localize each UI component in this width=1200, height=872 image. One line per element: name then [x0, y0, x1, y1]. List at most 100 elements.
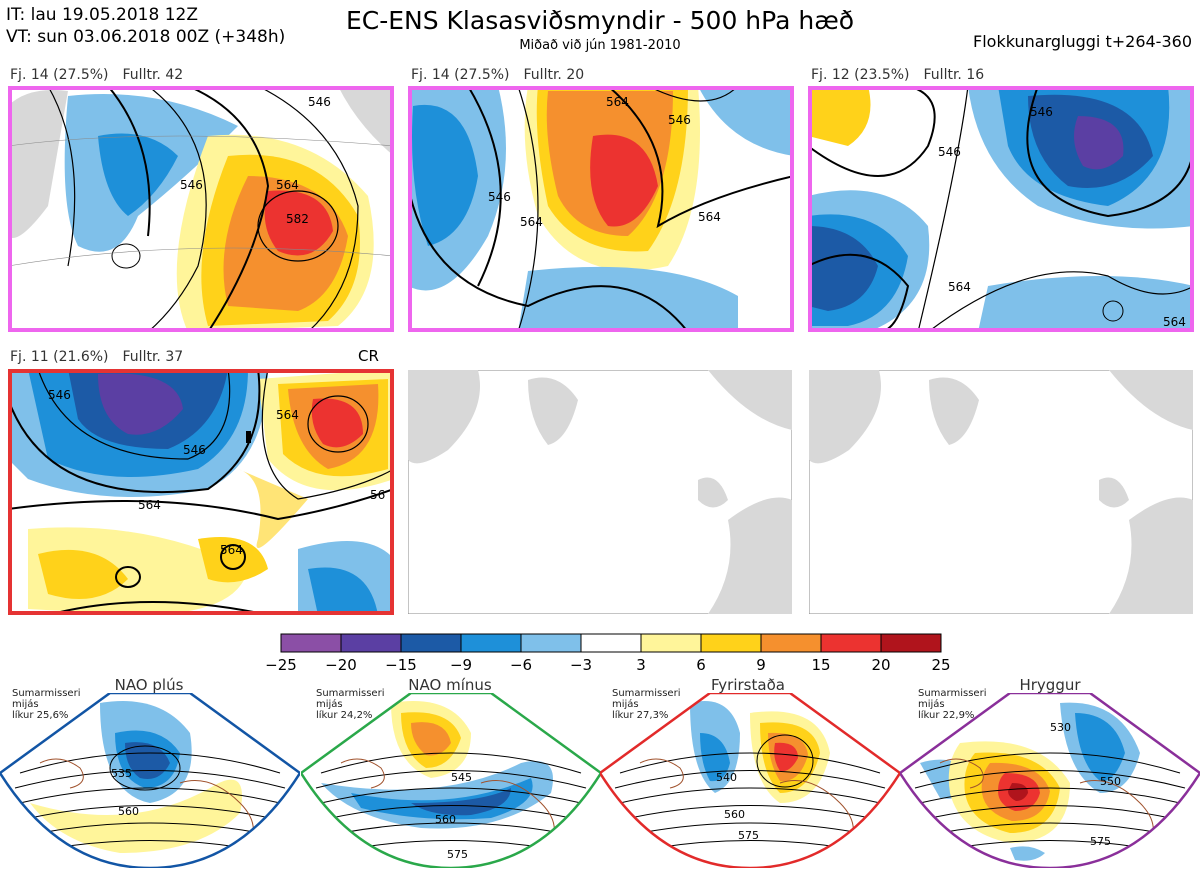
panel-2-fj: Fj. 14 (27.5%) — [411, 67, 510, 83]
empty-map-6 — [809, 370, 1193, 614]
regime-1-title: NAO plús — [114, 676, 184, 694]
contour-label: 546 — [308, 95, 331, 109]
cluster-map-1: 546 564 582 546 — [8, 86, 394, 332]
panel-4-fj: Fj. 11 (21.6%) — [10, 349, 109, 365]
panel-border — [408, 86, 794, 332]
panel-1-fulltr: Fulltr. 42 — [122, 67, 184, 83]
contour-label: 582 — [286, 212, 309, 226]
panel-3-fj: Fj. 12 (23.5%) — [811, 67, 910, 83]
colorbar-tick-label: 3 — [636, 656, 646, 674]
panel-3-label: Fj. 12 (23.5%) Fulltr. 16 — [811, 67, 984, 83]
regime-3-outline — [598, 691, 902, 870]
cluster-map-4: 546 546 564 564 564 56 — [8, 369, 394, 615]
page-subtitle: Miðað við jún 1981-2010 — [519, 38, 681, 53]
contour-label: 540 — [716, 771, 737, 784]
regime-3-map: 540 560 575 — [598, 691, 902, 870]
contour-label: 564 — [948, 280, 971, 294]
regime-3-note: Sumarmisseri mijás líkur 27,3% — [612, 688, 681, 721]
colorbar-swatch — [280, 633, 342, 653]
contour-label: 546 — [183, 443, 206, 457]
regime-1-note: Sumarmisseri mijás líkur 25,6% — [12, 688, 81, 721]
colorbar-swatch — [700, 633, 762, 653]
panel-border — [808, 86, 1194, 332]
colorbar-swatch — [400, 633, 462, 653]
colorbar-tick-label: −9 — [449, 656, 473, 674]
panel-3-fulltr: Fulltr. 16 — [923, 67, 985, 83]
issue-time: IT: lau 19.05.2018 12Z — [6, 5, 198, 25]
contour-label: 564 — [220, 543, 243, 557]
panel-1-fj: Fj. 14 (27.5%) — [10, 67, 109, 83]
regime-2-title: NAO mínus — [408, 676, 492, 694]
contour-label: 564 — [1163, 315, 1186, 329]
contour-label: 546 — [488, 190, 511, 204]
colorbar-swatches — [280, 633, 942, 653]
contour-label: 546 — [180, 178, 203, 192]
regime-3-title: Fyrirstaða — [711, 676, 785, 694]
page-title: EC-ENS Klasasviðsmyndir - 500 hPa hæð — [345, 6, 855, 35]
regime-2-note: Sumarmisseri mijás líkur 24,2% — [316, 688, 385, 721]
regime-1-map: 535 560 — [0, 691, 302, 870]
contour-label: 560 — [724, 808, 745, 821]
panel-4-label: Fj. 11 (21.6%) Fulltr. 37 — [10, 349, 183, 365]
contour-label: 575 — [738, 829, 759, 842]
colorbar-tick-label: 25 — [931, 656, 951, 674]
panel-1-label: Fj. 14 (27.5%) Fulltr. 42 — [10, 67, 183, 83]
contour-label: 564 — [606, 95, 629, 109]
colorbar — [280, 633, 944, 657]
panel-4-tag: CR — [358, 347, 379, 365]
regime-2-outline — [299, 691, 603, 870]
regime-4-title: Hryggur — [1019, 676, 1081, 694]
colorbar-tick-label: −3 — [569, 656, 593, 674]
colorbar-swatch — [340, 633, 402, 653]
contour-label: 564 — [138, 498, 161, 512]
regime-2-map: 545 560 575 — [299, 691, 603, 870]
contour-label: 560 — [118, 805, 139, 818]
panel-2-fulltr: Fulltr. 20 — [523, 67, 585, 83]
colorbar-tick-label: −15 — [385, 656, 417, 674]
contour-label: 560 — [435, 813, 456, 826]
contour-label: 546 — [668, 113, 691, 127]
colorbar-tick-label: 15 — [811, 656, 831, 674]
colorbar-tick-label: −25 — [265, 656, 297, 674]
colorbar-tick-label: −20 — [325, 656, 357, 674]
contour-label: 545 — [451, 771, 472, 784]
colorbar-swatch — [640, 633, 702, 653]
colorbar-swatch — [820, 633, 882, 653]
contour-label: 575 — [447, 848, 468, 861]
regime-1-outline — [0, 691, 302, 870]
contour-label: 564 — [520, 215, 543, 229]
regime-4-map: 530 550 575 — [898, 691, 1200, 870]
panel-border — [8, 369, 394, 615]
panel-4-fulltr: Fulltr. 37 — [122, 349, 184, 365]
contour-label: 56 — [370, 488, 385, 502]
contour-label: 564 — [276, 178, 299, 192]
colorbar-tick-label: 6 — [696, 656, 706, 674]
colorbar-swatch — [880, 633, 942, 653]
header-info: IT: lau 19.05.2018 12Z VT: sun 03.06.201… — [6, 4, 285, 48]
colorbar-tick-label: 20 — [871, 656, 891, 674]
colorbar-swatch — [760, 633, 822, 653]
contour-label: 550 — [1100, 775, 1121, 788]
colorbar-tick-label: −6 — [509, 656, 533, 674]
cluster-map-3: 546 546 564 564 — [808, 86, 1194, 332]
cluster-map-2: 546 564 564 546 564 — [408, 86, 794, 332]
panel-border — [8, 86, 394, 332]
contour-label: 546 — [938, 145, 961, 159]
contour-label: 575 — [1090, 835, 1111, 848]
window-label: Flokkunargluggi t+264-360 — [973, 32, 1192, 51]
colorbar-swatch — [580, 633, 642, 653]
colorbar-swatch — [460, 633, 522, 653]
contour-label: 546 — [1030, 105, 1053, 119]
contour-label: 530 — [1050, 721, 1071, 734]
panel-2-label: Fj. 14 (27.5%) Fulltr. 20 — [411, 67, 584, 83]
contour-label: 546 — [48, 388, 71, 402]
colorbar-swatch — [520, 633, 582, 653]
regime-4-note: Sumarmisseri mijás líkur 22,9% — [918, 688, 987, 721]
contour-label: 564 — [698, 210, 721, 224]
empty-map-5 — [408, 370, 792, 614]
regime-4-outline — [898, 691, 1200, 870]
contour-label: 564 — [276, 408, 299, 422]
colorbar-tick-label: 9 — [756, 656, 766, 674]
contour-label: 535 — [111, 767, 132, 780]
valid-time: VT: sun 03.06.2018 00Z (+348h) — [6, 27, 286, 47]
